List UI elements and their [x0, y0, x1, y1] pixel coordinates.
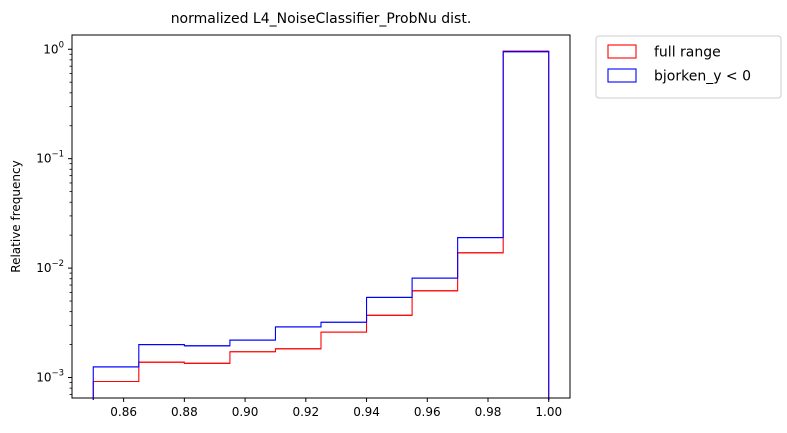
y-tick-label: 10−1 — [36, 150, 64, 166]
plot-frame — [71, 34, 571, 399]
x-tick-label: 0.98 — [475, 405, 502, 419]
legend-swatch — [607, 44, 637, 59]
x-tick-label: 1.00 — [535, 405, 562, 419]
x-axis: 0.86 0.88 0.90 0.92 0.94 0.96 0.98 1.00 — [110, 398, 562, 419]
chart-title: normalized L4_NoiseClassifier_ProbNu dis… — [171, 11, 472, 27]
y-tick-label: 10−2 — [36, 259, 64, 275]
series-layer — [92, 50, 550, 400]
y-axis: 10−3 10−2 10−1 100 — [36, 40, 72, 395]
x-tick-label: 0.90 — [232, 405, 259, 419]
legend: full range bjorken_y < 0 — [595, 35, 782, 99]
x-tick-label: 0.94 — [353, 405, 380, 419]
series-outline — [92, 50, 550, 400]
series-0 — [92, 50, 550, 400]
x-tick-label: 0.96 — [414, 405, 441, 419]
series-1 — [92, 51, 550, 400]
x-tick-label: 0.92 — [292, 405, 319, 419]
legend-label: bjorken_y < 0 — [654, 69, 751, 85]
y-tick-label: 10−3 — [36, 369, 64, 385]
x-tick-label: 0.88 — [171, 405, 198, 419]
legend-box — [595, 35, 782, 99]
legend-swatch — [607, 68, 637, 83]
legend-label: full range — [654, 45, 721, 61]
y-axis-label: Relative frequency — [9, 160, 23, 272]
x-tick-label: 0.86 — [110, 405, 137, 419]
y-tick-label: 100 — [43, 40, 64, 56]
